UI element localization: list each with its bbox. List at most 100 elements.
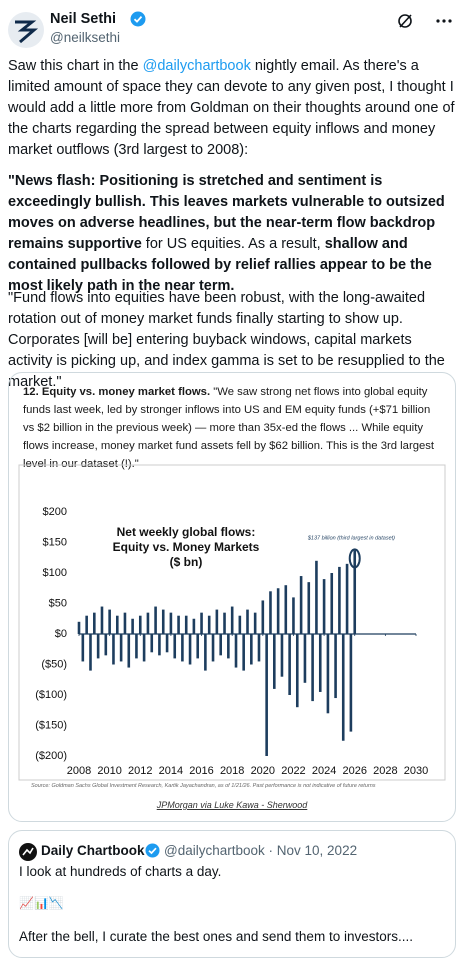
bar (93, 612, 96, 634)
bar (188, 634, 192, 665)
bar (196, 634, 200, 659)
caption-heading: 12. Equity vs. money market flows. (23, 386, 211, 398)
bar (341, 634, 345, 741)
x-tick-label: 2024 (312, 765, 336, 777)
x-tick-label: 2016 (189, 765, 213, 777)
bar (119, 634, 123, 662)
bar (288, 634, 291, 695)
bar (135, 634, 138, 659)
bar (227, 634, 230, 659)
header-icons[interactable] (396, 12, 456, 30)
bar (112, 634, 115, 665)
bar (261, 600, 265, 634)
bar (115, 615, 119, 634)
mention-link[interactable]: @dailychartbook (142, 58, 251, 74)
bar (223, 612, 226, 634)
bar (322, 579, 326, 634)
bar (338, 566, 341, 634)
x-tick-label: 2010 (97, 765, 121, 777)
bar (207, 615, 211, 634)
quoted-tweet[interactable]: Daily Chartbook @dailychartbook · Nov 10… (8, 830, 456, 958)
chart-title: Net weekly global flows: (117, 525, 256, 539)
bar (77, 621, 81, 634)
quote-avatar (19, 843, 37, 861)
quote-handle: @dailychartbook (164, 843, 265, 858)
text-segment: "News flash: Positioning is stretched an… (8, 173, 445, 252)
bar (315, 560, 318, 634)
text-segment: for US equities. As a result, (141, 236, 325, 252)
bar (200, 612, 203, 634)
y-tick-label: ($150) (35, 719, 67, 731)
bar (276, 588, 280, 634)
bar (295, 634, 299, 708)
bar (181, 634, 184, 662)
bar (169, 612, 173, 634)
quote-text: I look at hundreds of charts a day. (19, 864, 222, 879)
highlight-circle (348, 548, 361, 569)
quote-meta: @dailychartbook · Nov 10, 2022 (164, 843, 357, 858)
quote-date: · Nov 10, 2022 (268, 843, 358, 858)
bar (280, 634, 284, 677)
media-card[interactable]: 12. Equity vs. money market flows. "We s… (8, 372, 456, 822)
tweet-paragraph: Saw this chart in the @dailychartbook ni… (8, 56, 458, 161)
y-tick-label: $100 (43, 567, 67, 579)
bar (292, 597, 295, 634)
bar (219, 634, 222, 656)
bar (165, 634, 169, 653)
bar (284, 585, 288, 634)
x-tick-label: 2028 (373, 765, 397, 777)
bar (154, 606, 157, 634)
bar (253, 612, 257, 634)
bar (204, 634, 207, 671)
y-tick-label: ($200) (35, 750, 67, 762)
annotation: $137 billion (third largest in dataset) (307, 535, 395, 541)
bar (173, 634, 177, 659)
text-segment: "Fund flows into equities have been robu… (8, 290, 445, 390)
y-tick-label: ($100) (35, 689, 67, 701)
bar (108, 609, 111, 634)
text-segment: Saw this chart in the (8, 58, 143, 74)
bar (234, 634, 238, 668)
bar (146, 612, 150, 634)
tweet-paragraph: "Fund flows into equities have been robu… (8, 288, 458, 393)
x-tick-label: 2022 (281, 765, 305, 777)
bar (246, 609, 249, 634)
bar (161, 609, 165, 634)
chart-title: Equity vs. Money Markets (113, 540, 260, 554)
bar (138, 615, 142, 634)
bar (85, 615, 88, 634)
x-tick-label: 2030 (404, 765, 428, 777)
x-tick-label: 2018 (220, 765, 244, 777)
bar (150, 634, 154, 653)
bar (330, 573, 334, 634)
bar (326, 634, 330, 714)
verified-badge (145, 843, 160, 858)
bar (184, 615, 188, 634)
bar (242, 634, 245, 671)
bar (104, 634, 108, 656)
bar (215, 609, 219, 634)
quote-text: After the bell, I curate the best ones a… (19, 929, 413, 944)
bar (250, 634, 253, 665)
bar (81, 634, 85, 662)
tweet-paragraph: "News flash: Positioning is stretched an… (8, 171, 458, 297)
chart-title: ($ bn) (170, 555, 203, 569)
y-tick-label: $150 (43, 536, 67, 548)
bar (273, 634, 276, 689)
author-name[interactable]: Neil Sethi (50, 11, 117, 27)
bar (89, 634, 92, 671)
avatar[interactable] (8, 12, 44, 48)
bar (192, 618, 196, 634)
author-handle[interactable]: @neilksethi (50, 30, 120, 45)
chart-source: Source: Goldman Sachs Global Investment … (31, 783, 376, 789)
x-tick-label: 2020 (251, 765, 275, 777)
plot-frame (18, 464, 446, 781)
chart: $200 $150 $100 $50 $0 ($50) ($100) ($150) ($200)… (18, 464, 446, 781)
bar (131, 618, 134, 634)
x-tick-label: 2014 (159, 765, 183, 777)
y-tick-label: $200 (43, 506, 67, 518)
bar (257, 634, 261, 662)
bar (100, 606, 104, 634)
caption-text: "We saw strong net flows into global equ… (23, 386, 435, 470)
